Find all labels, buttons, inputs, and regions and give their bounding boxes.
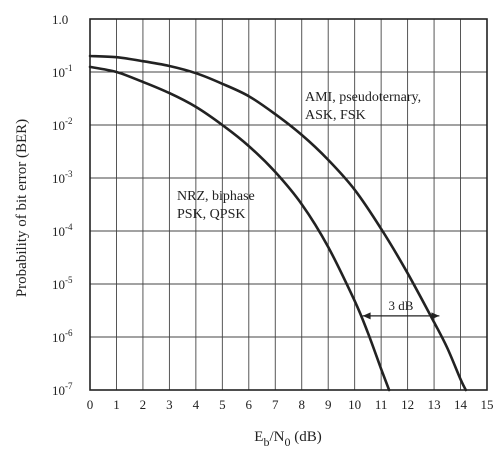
grid-lines xyxy=(90,19,487,390)
y-tick-exponent: -2 xyxy=(65,116,73,126)
y-tick-base: 10 xyxy=(52,383,65,398)
plot-frame xyxy=(89,18,488,391)
x-tick-label: 5 xyxy=(219,397,226,412)
y-tick-label: 10-7 xyxy=(52,381,73,398)
y-tick-base: 10 xyxy=(52,224,65,239)
y-tick-exponent: -1 xyxy=(65,63,73,73)
y-tick-base: 1.0 xyxy=(52,12,68,27)
gap-label: 3 dB xyxy=(389,298,414,313)
gap-arrow-head-right xyxy=(431,312,440,320)
y-tick-exponent: -5 xyxy=(65,275,73,285)
tick-labels: 0 1 2 3 4 5 6 7 8 9 10 11 12 13 14 151.010-110-210-310-… xyxy=(52,12,494,412)
y-tick-label: 1.0 xyxy=(52,12,68,27)
y-tick-label: 10-6 xyxy=(52,328,73,345)
x-tick-label: 6 xyxy=(246,397,253,412)
x-tick-label: 15 xyxy=(481,397,494,412)
annotations: NRZ, biphase PSK, QPSK AMI, pseudoternary,… xyxy=(177,90,440,320)
series-group xyxy=(88,54,468,392)
x-tick-label: 12 xyxy=(401,397,414,412)
y-tick-base: 10 xyxy=(52,330,65,345)
x-tick-label: 13 xyxy=(428,397,441,412)
series-label-nrz: PSK, QPSK xyxy=(177,207,245,222)
y-tick-exponent: -4 xyxy=(65,222,73,232)
y-tick-exponent: -3 xyxy=(65,169,73,179)
x-tick-label: 8 xyxy=(298,397,305,412)
series-label-nrz: NRZ, biphase xyxy=(177,189,255,204)
series-line xyxy=(88,65,391,392)
x-tick-label: 4 xyxy=(193,397,200,412)
x-tick-label: 2 xyxy=(140,397,147,412)
series-label-ami: ASK, FSK xyxy=(305,108,366,123)
y-tick-exponent: -6 xyxy=(65,328,73,338)
y-tick-base: 10 xyxy=(52,171,65,186)
x-tick-label: 7 xyxy=(272,397,279,412)
y-tick-label: 10-1 xyxy=(52,63,73,80)
x-axis-title-sub2: 0 xyxy=(284,435,290,449)
x-axis-title-tail: (dB) xyxy=(290,429,321,445)
x-tick-label: 14 xyxy=(454,397,468,412)
y-tick-base: 10 xyxy=(52,118,65,133)
y-tick-label: 10-3 xyxy=(52,169,73,186)
y-tick-label: 10-2 xyxy=(52,116,73,133)
y-tick-label: 10-5 xyxy=(52,275,73,292)
x-tick-label: 9 xyxy=(325,397,332,412)
x-axis-title-mid: /N xyxy=(269,429,284,445)
x-tick-label: 1 xyxy=(113,397,120,412)
x-axis-title: Eb/N0 (dB) xyxy=(254,429,321,449)
x-tick-label: 0 xyxy=(87,397,94,412)
x-tick-label: 3 xyxy=(166,397,173,412)
x-axis-title-main: E xyxy=(254,429,263,445)
series-line xyxy=(88,54,468,392)
series-label-ami: AMI, pseudoternary, xyxy=(305,90,421,105)
x-tick-label: 10 xyxy=(348,397,361,412)
y-axis-title: Probability of bit error (BER) xyxy=(14,119,30,297)
x-axis-title-sub1: b xyxy=(263,435,269,449)
y-tick-exponent: -7 xyxy=(65,381,73,391)
y-tick-base: 10 xyxy=(52,277,65,292)
x-tick-label: 11 xyxy=(375,397,388,412)
y-tick-label: 10-4 xyxy=(52,222,73,239)
y-tick-base: 10 xyxy=(52,65,65,80)
gap-arrow-head-left xyxy=(362,312,371,320)
